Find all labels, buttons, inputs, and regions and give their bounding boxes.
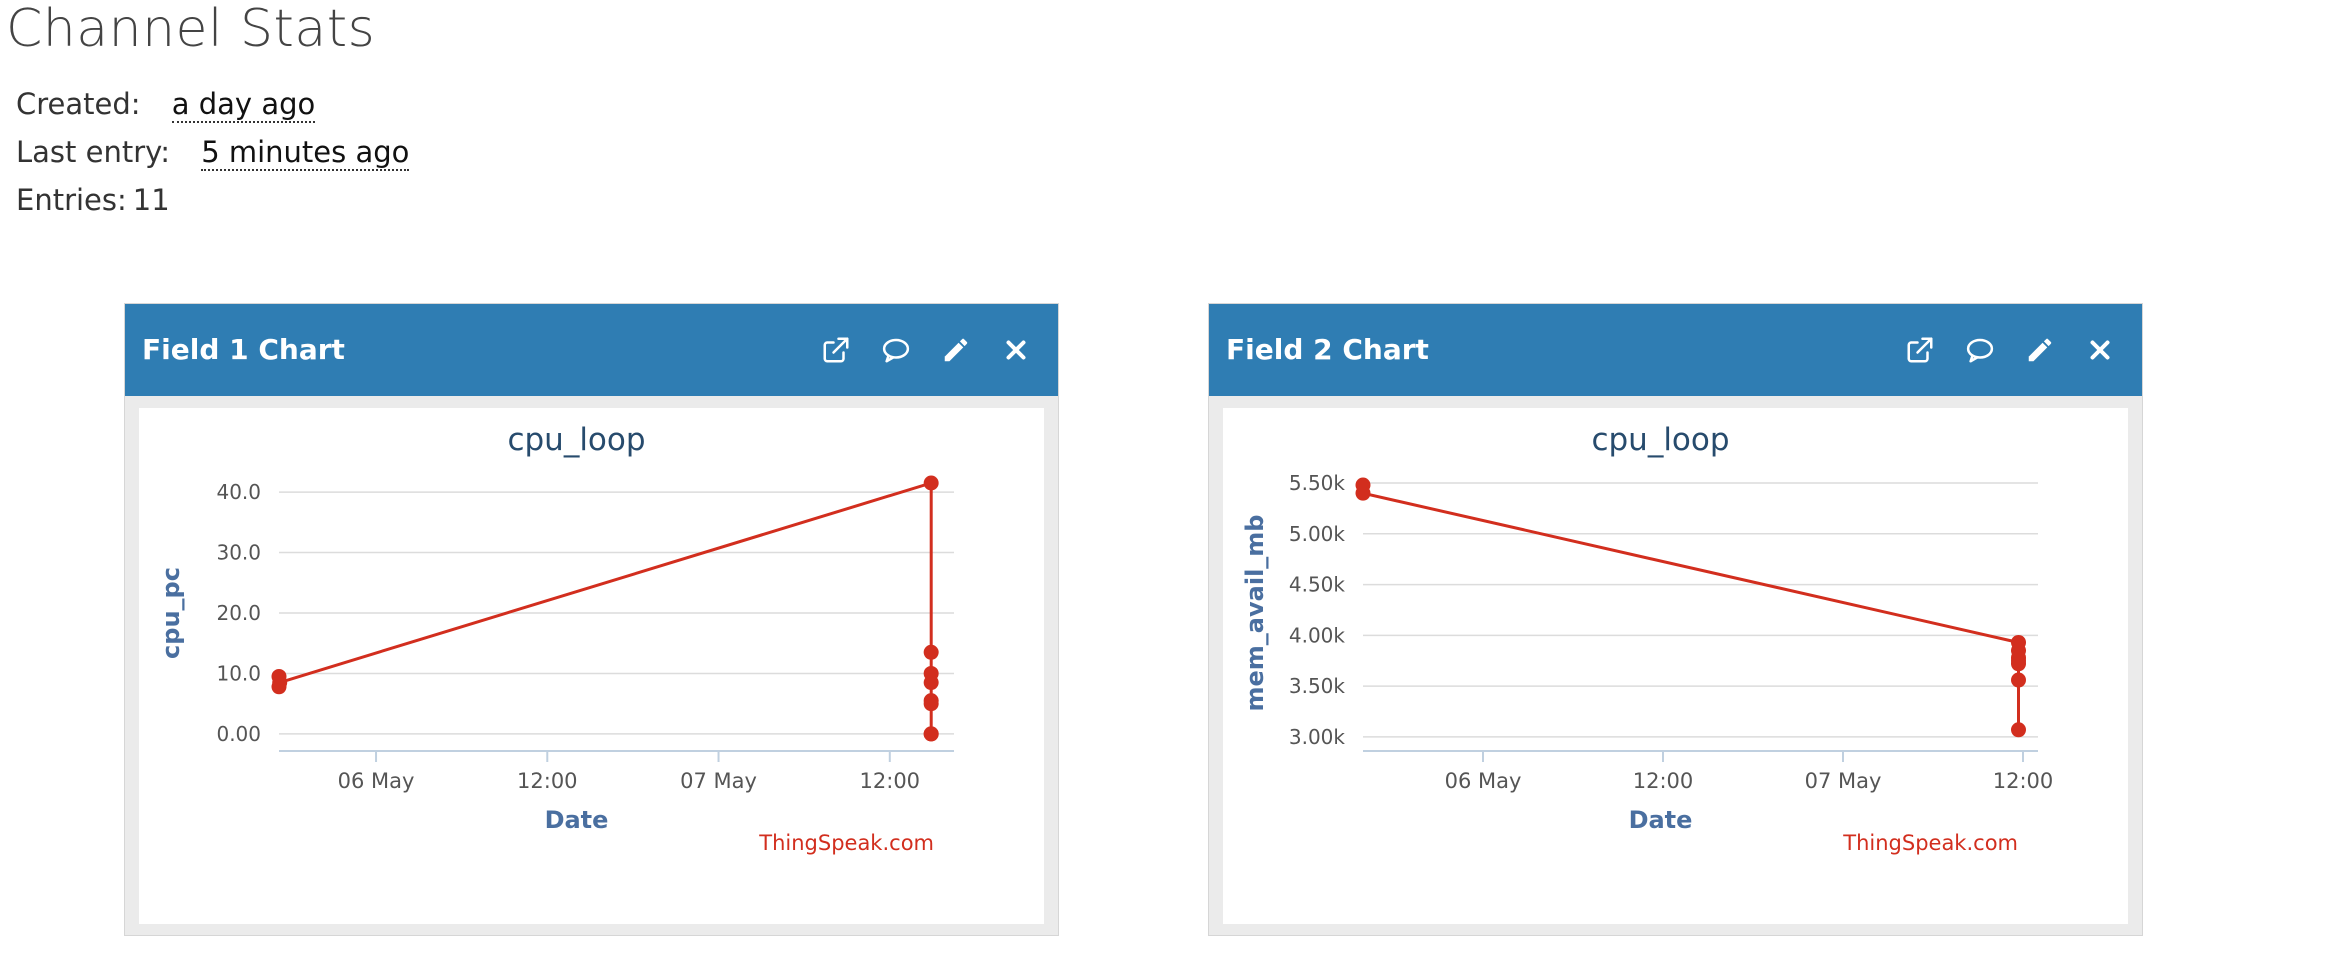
x-tick-label: 07 May [1805,769,1882,793]
y-tick-label: 4.50k [1289,573,1346,597]
y-tick-label: 10.0 [216,661,261,685]
pencil-icon[interactable] [2020,330,2060,370]
y-tick-label: 3.50k [1289,674,1346,698]
x-tick-label: 06 May [338,769,415,793]
last-entry-row: Last entry: 5 minutes ago [16,128,410,176]
panel-title: Field 1 Chart [142,333,345,366]
external-link-icon[interactable] [1900,330,1940,370]
created-value: a day ago [171,87,316,123]
data-point [2011,722,2026,738]
field-1-chart: cpu_loop 0.00 10.0 20.0 30.0 40.0 06 May 12:00 0… [157,422,954,855]
y-tick-label: 4.00k [1289,623,1346,647]
page-title: Channel Stats [6,0,376,59]
entries-value: 11 [132,183,170,217]
panel-title: Field 2 Chart [1226,333,1429,366]
x-tick-label: 06 May [1445,769,1522,793]
field-2-chart: cpu_loop 3.00k 3.50k 4.00k 4.50k 5.00k 5.50k 06… [1241,422,2054,855]
entries-row: Entries: 11 [16,176,409,224]
chart-title: cpu_loop [507,422,645,458]
x-tick-label: 12:00 [1633,769,1694,793]
external-link-icon[interactable] [816,330,856,370]
y-tick-label: 40.0 [216,480,261,504]
data-point [923,644,939,660]
field-1-chart-panel: Field 1 Chart [124,303,1059,936]
series-line [1361,485,2020,730]
y-axis-title: mem_avail_mb [1241,515,1269,712]
y-axis-title: cpu_pc [157,567,185,659]
x-tick-label: 07 May [680,769,757,793]
y-tick-label: 30.0 [216,541,261,565]
data-point [923,726,939,742]
last-entry-value: 5 minutes ago [201,135,410,171]
entries-label: Entries: [16,183,127,217]
panel-actions [796,304,1036,396]
y-tick-label: 5.00k [1289,522,1346,546]
data-point [2011,656,2026,672]
data-point [923,675,939,691]
data-point [2011,672,2026,688]
close-icon[interactable] [996,330,1036,370]
comment-icon[interactable] [876,330,916,370]
panel-actions [1880,304,2120,396]
y-tick-label: 5.50k [1289,471,1346,495]
last-entry-label: Last entry: [16,135,170,169]
x-axis-title: Date [1629,806,1693,834]
comment-icon[interactable] [1960,330,2000,370]
data-point [923,696,939,712]
y-tick-label: 3.00k [1289,725,1346,749]
credits-label: ThingSpeak.com [758,831,934,855]
close-icon[interactable] [2080,330,2120,370]
credits-label: ThingSpeak.com [1842,831,2018,855]
data-point [923,475,939,491]
data-point [1355,477,1371,493]
data-point [272,675,288,691]
panel-header: Field 2 Chart [1209,304,2142,396]
series-line [277,480,933,734]
created-label: Created: [16,87,141,121]
channel-stats: Created: a day ago Last entry: 5 minutes… [16,80,410,224]
y-tick-label: 20.0 [216,601,261,625]
x-tick-label: 12:00 [860,769,921,793]
x-axis-title: Date [545,806,609,834]
created-row: Created: a day ago [16,80,409,128]
panel-header: Field 1 Chart [125,304,1058,396]
x-tick-label: 12:00 [517,769,578,793]
pencil-icon[interactable] [936,330,976,370]
chart-area: cpu_loop 0.00 10.0 20.0 30.0 40.0 06 May 12:00 0… [139,408,1044,924]
x-tick-label: 12:00 [1993,769,2054,793]
field-2-chart-panel: Field 2 Chart [1208,303,2143,936]
y-tick-label: 0.00 [216,722,261,746]
chart-area: cpu_loop 3.00k 3.50k 4.00k 4.50k 5.00k 5.50k 06… [1223,408,2128,924]
chart-title: cpu_loop [1591,422,1729,458]
